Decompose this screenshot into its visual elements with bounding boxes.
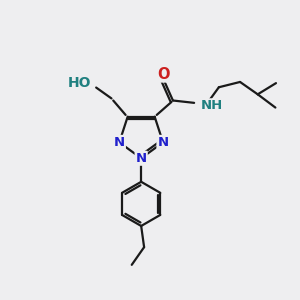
Text: N: N — [114, 136, 125, 149]
Text: N: N — [158, 136, 169, 149]
Text: HO: HO — [68, 76, 92, 89]
Text: NH: NH — [200, 99, 223, 112]
Text: O: O — [157, 67, 170, 82]
Text: N: N — [136, 152, 147, 165]
